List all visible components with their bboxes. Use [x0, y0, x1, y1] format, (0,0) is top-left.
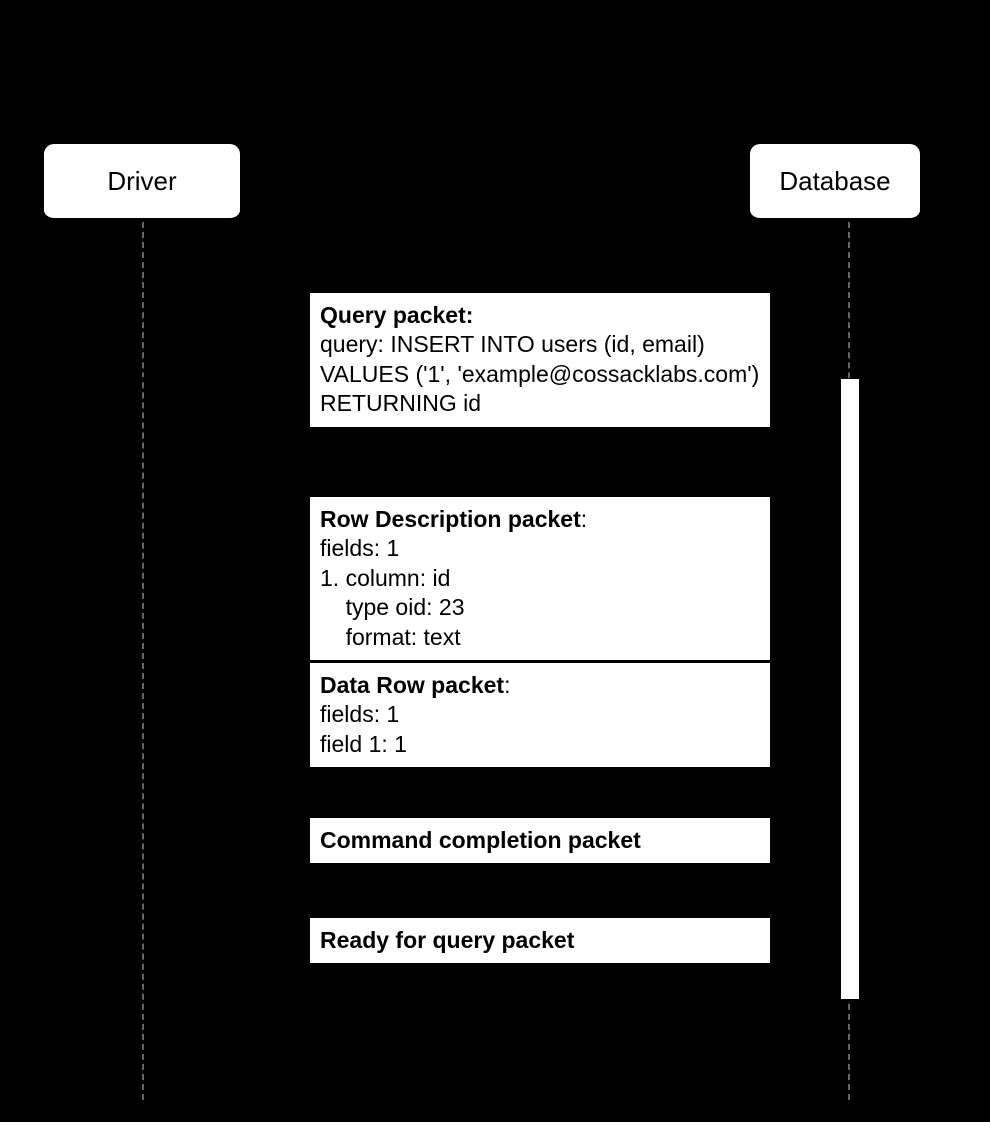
message-command-completion-title: Command completion packet	[320, 827, 641, 853]
message-row-description-title: Row Description packet	[320, 506, 581, 532]
message-data-row: Data Row packet: fields: 1 field 1: 1	[310, 663, 770, 767]
message-query-body: query: INSERT INTO users (id, email) VAL…	[320, 331, 759, 416]
actor-driver-label: Driver	[107, 166, 176, 197]
arrow-row-description	[570, 487, 840, 497]
actor-database-label: Database	[779, 166, 890, 197]
message-ready-for-query-title: Ready for query packet	[320, 927, 574, 953]
actor-driver: Driver	[42, 142, 242, 222]
message-data-row-title: Data Row packet	[320, 672, 504, 698]
activation-database	[840, 378, 860, 1000]
lifeline-driver	[142, 222, 144, 1100]
message-query-title: Query packet:	[320, 302, 473, 328]
message-row-description: Row Description packet: fields: 1 1. col…	[310, 497, 770, 660]
actor-database: Database	[748, 142, 922, 222]
message-command-completion: Command completion packet	[310, 818, 770, 863]
message-query: Query packet: query: INSERT INTO users (…	[310, 293, 770, 427]
message-ready-for-query: Ready for query packet	[310, 918, 770, 963]
